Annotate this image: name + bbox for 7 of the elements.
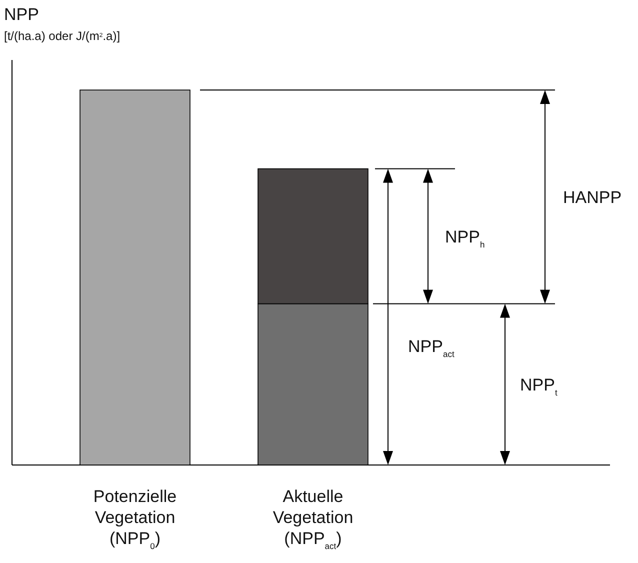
text: HANPP [563,188,622,207]
x-tick-label: Aktuelle Vegetation (NPP$_{act}$) [272,487,354,551]
x-tick-label: Potenzielle Vegetation (NPP$_{0}$) [93,487,177,551]
text: NPP$_{h}$ [445,227,485,250]
text: NPP$_{t}$ [520,375,558,398]
y-axis-title: NPP [t/(ha.a) oder J/(m$^{2}$.a)] [4,5,120,43]
text: NPP$_{act}$ [408,336,455,359]
